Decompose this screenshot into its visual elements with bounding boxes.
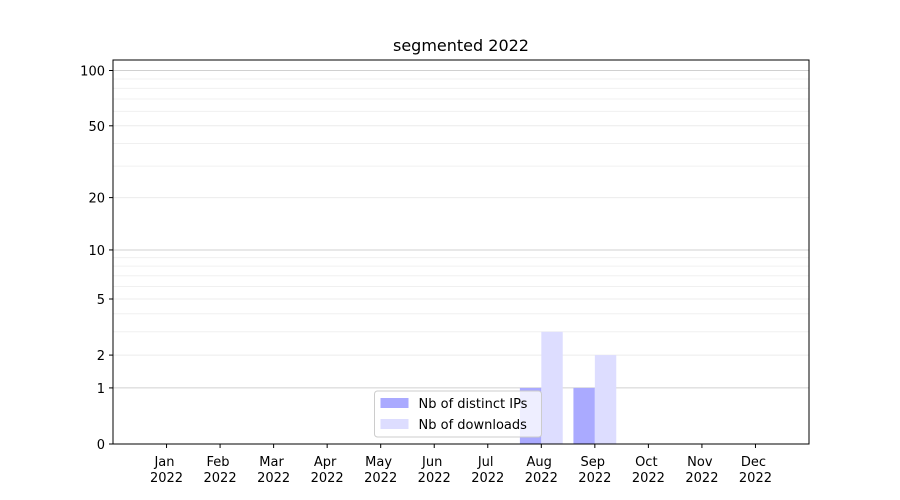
y-tick-label: 0: [97, 438, 105, 453]
legend-label: Nb of downloads: [419, 418, 528, 433]
chart-title: segmented 2022: [393, 36, 529, 55]
y-tick-label: 2: [97, 349, 105, 364]
legend-swatch: [380, 398, 409, 408]
x-tick-label: Nov 2022: [685, 455, 718, 486]
x-tick-label: Oct 2022: [632, 455, 665, 486]
y-tick-label: 100: [80, 65, 105, 80]
legend-box: [374, 390, 542, 438]
bar: [594, 355, 617, 444]
x-tick-label: Jul 2022: [471, 455, 504, 486]
x-tick-label: Feb 2022: [204, 455, 237, 486]
y-tick-label: 10: [88, 244, 105, 259]
bar: [573, 387, 595, 444]
y-tick-label: 50: [88, 120, 105, 135]
legend-label: Nb of distinct IPs: [419, 397, 528, 412]
y-tick-label: 1: [97, 382, 105, 397]
y-tick-label: 20: [88, 192, 105, 207]
x-tick-label: Mar 2022: [257, 455, 290, 486]
x-tick-label: Jan 2022: [150, 455, 183, 486]
bar: [541, 331, 563, 444]
x-tick-label: Aug 2022: [525, 455, 558, 486]
x-tick-label: Jun 2022: [418, 455, 451, 486]
x-tick-label: Apr 2022: [311, 455, 344, 486]
x-tick-label: Sep 2022: [578, 455, 611, 486]
plot-frame: [112, 59, 810, 445]
x-tick-label: May 2022: [364, 455, 397, 486]
legend-swatch: [380, 419, 409, 429]
x-tick-label: Dec 2022: [739, 455, 772, 486]
y-tick-label: 5: [97, 293, 105, 308]
